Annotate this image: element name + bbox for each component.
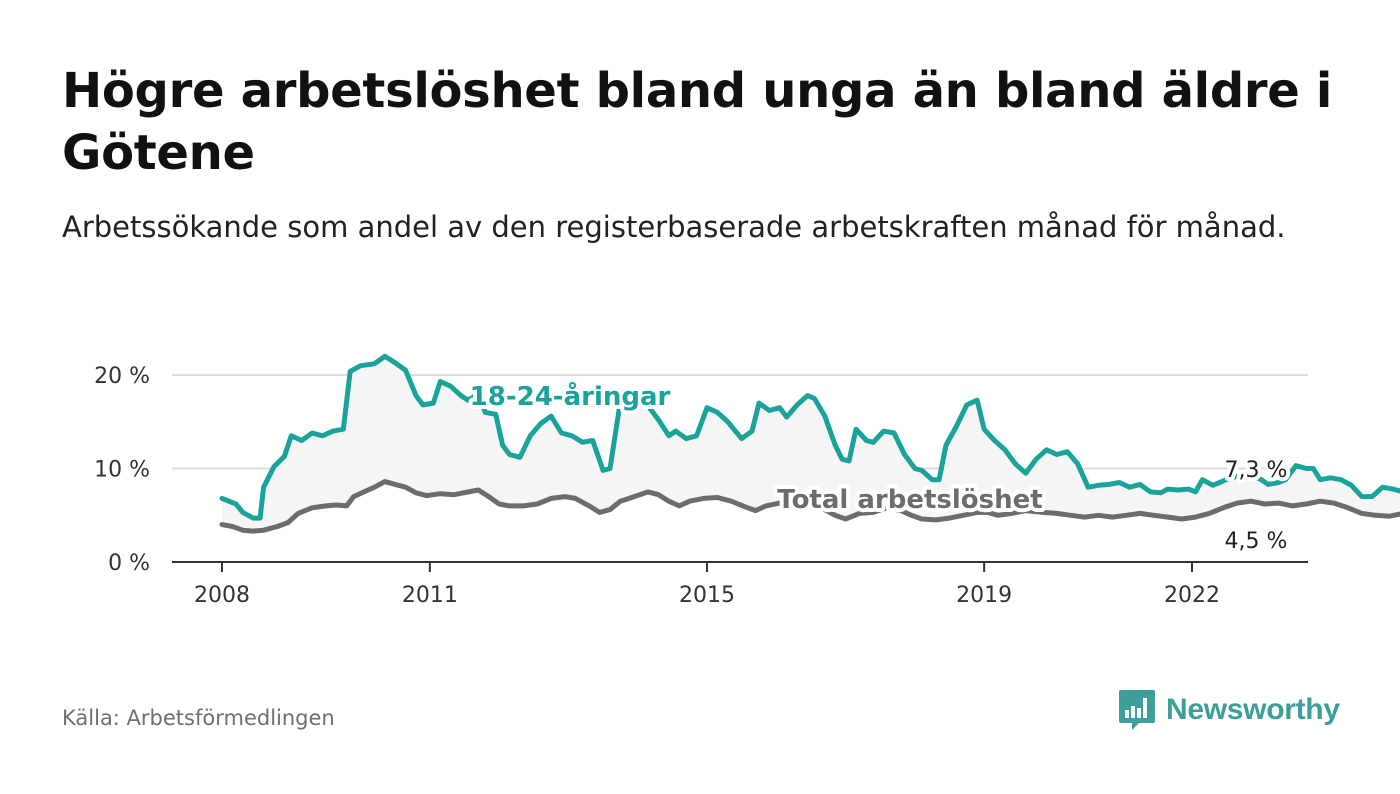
y-tick-label: 10 %: [94, 458, 150, 483]
x-tick-label: 2011: [402, 583, 458, 608]
source-note: Källa: Arbetsförmedlingen: [62, 706, 335, 730]
series-line-total: [219, 479, 1400, 534]
brand-logo[interactable]: Newsworthy: [1118, 688, 1340, 732]
band-area: [222, 356, 1400, 532]
end-label-youth-halo: 7,3 %: [1225, 458, 1288, 483]
end-label-total: 4,5 %: [1225, 529, 1288, 554]
axes: 0 % 10 % 20 % 2008 2011 2015 2019 2022: [94, 364, 1308, 608]
chart-title: Högre arbetslöshet bland unga än bland ä…: [62, 63, 1333, 181]
line-chart: 7,3 %7,3 %4,5 %4,5 %18-24-åringar18-24-å…: [94, 353, 1400, 608]
chart-subtitle: Arbetssökande som andel av den registerb…: [62, 210, 1286, 244]
series-label-youth-halo: 18-24-åringar: [470, 380, 671, 412]
series-line-youth: [219, 353, 1400, 521]
end-label-youth: 7,3 %: [1225, 458, 1288, 483]
y-tick-label: 0 %: [108, 551, 150, 576]
series-lines: [219, 353, 1400, 534]
y-tick-label: 20 %: [94, 364, 150, 389]
end-label-total-halo: 4,5 %: [1225, 529, 1288, 554]
x-tick-label: 2015: [679, 583, 735, 608]
series-labels: 7,3 %7,3 %4,5 %4,5 %18-24-åringar18-24-å…: [466, 376, 1292, 558]
series-label-total-halo: Total arbetslöshet: [777, 485, 1042, 515]
gap-band: [222, 356, 1400, 532]
x-tick-label: 2022: [1164, 583, 1220, 608]
series-label-youth: 18-24-åringar: [470, 380, 671, 412]
newsworthy-logo-icon: [1119, 690, 1155, 730]
series-label-total: Total arbetslöshet: [777, 485, 1042, 515]
x-tick-label: 2008: [194, 583, 250, 608]
brand-name: Newsworthy: [1166, 693, 1340, 726]
x-tick-label: 2019: [956, 583, 1012, 608]
